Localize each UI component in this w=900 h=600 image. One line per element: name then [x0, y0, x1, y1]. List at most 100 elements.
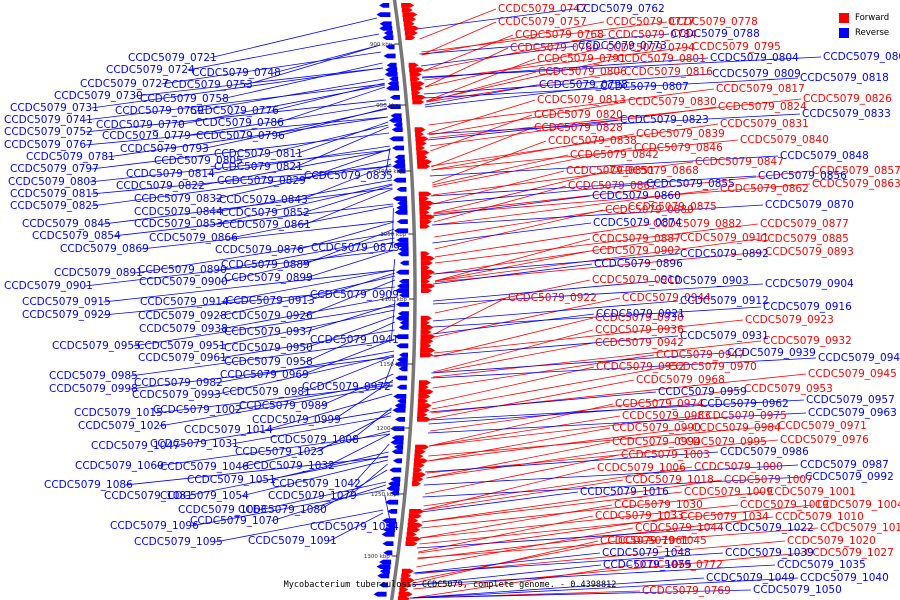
- gene-label: CCDC5079_0910: [592, 274, 681, 286]
- forward-gene-arrow: [420, 274, 432, 280]
- leader-line: [172, 409, 392, 447]
- forward-gene-arrow: [418, 196, 429, 201]
- leader-line: [413, 552, 724, 574]
- leader-line: [432, 161, 694, 196]
- gene-label: CCDC5079_0880: [605, 204, 694, 216]
- leader-line: [426, 58, 536, 102]
- leader-line: [427, 119, 619, 141]
- gene-label: CCDC5079_0861: [222, 219, 311, 231]
- reverse-gene-arrow: [391, 449, 403, 454]
- reverse-gene-arrow: [396, 343, 409, 349]
- forward-gene-arrow: [412, 476, 424, 482]
- reverse-gene-arrow: [394, 210, 408, 215]
- gene-label: CCDC5079_0868: [610, 165, 699, 177]
- gene-label: CCDC5079_1050: [753, 584, 842, 596]
- leader-line: [85, 99, 387, 133]
- forward-gene-arrow: [410, 81, 425, 86]
- gene-label: CCDC5079_0938: [139, 323, 228, 335]
- gene-label: CCDC5079_1004: [815, 499, 900, 511]
- reverse-gene-arrow: [396, 237, 409, 243]
- gene-label: CCDC5079_1026: [78, 420, 167, 432]
- gene-label: CCDC5079_1014: [184, 424, 273, 436]
- gene-label: CCDC5079_0892: [680, 248, 769, 260]
- gene-label: CCDC5079_1010: [775, 511, 864, 523]
- gene-label: CCDC5079_0752: [4, 126, 93, 138]
- leader-line: [241, 459, 389, 497]
- leader-line: [303, 355, 395, 393]
- leader-line: [305, 279, 396, 317]
- reverse-gene-arrow: [386, 486, 400, 491]
- leader-line: [430, 175, 757, 197]
- leader-line: [428, 403, 699, 425]
- gene-label: CCDC5079_0753: [164, 79, 253, 91]
- gene-label: CCDC5079_0862: [720, 183, 809, 195]
- leader-line: [429, 98, 802, 139]
- kbp-tick-label: 1300 kbp: [364, 554, 390, 560]
- gene-label: CCDC5079_0957: [806, 394, 895, 406]
- gene-label: CCDC5079_0985: [49, 370, 138, 382]
- forward-gene-arrow: [415, 136, 429, 142]
- forward-gene-arrow: [401, 3, 415, 8]
- leader-line: [85, 116, 388, 146]
- reverse-gene-arrow: [382, 541, 394, 546]
- leader-line: [423, 34, 607, 72]
- gene-label: CCDC5079_0779: [102, 130, 191, 142]
- gene-label: CCDC5079_0987: [800, 459, 889, 471]
- reverse-gene-arrow: [390, 440, 404, 445]
- leader-line: [130, 339, 395, 377]
- leader-line: [421, 21, 668, 53]
- reverse-gene-arrow: [376, 564, 391, 569]
- forward-gene-arrow: [397, 596, 410, 600]
- leader-line: [305, 315, 395, 349]
- gene-label: CCDC5079_0887: [592, 233, 681, 245]
- leader-line: [423, 464, 799, 486]
- gene-label: CCDC5079_0820: [534, 109, 623, 121]
- gene-label: CCDC5079_1060: [75, 460, 164, 472]
- gene-label: CCDC5079_0772: [634, 559, 723, 571]
- gene-label: CCDC5079_1049: [706, 572, 795, 584]
- gene-label: CCDC5079_0815: [10, 188, 99, 200]
- gene-label: CCDC5079_0971: [778, 420, 867, 432]
- leader-line: [391, 207, 394, 249]
- gene-label: CCDC5079_0854: [32, 230, 121, 242]
- leader-line: [103, 286, 396, 316]
- leader-line: [431, 133, 635, 171]
- gene-label: CCDC5079_1016: [580, 486, 669, 498]
- reverse-gene-arrow: [383, 53, 396, 59]
- leader-line: [431, 366, 667, 410]
- gene-label: CCDC5079_1015: [74, 407, 163, 419]
- leader-line: [219, 275, 396, 317]
- gene-label: CCDC5079_1055: [603, 559, 692, 571]
- leader-line: [424, 47, 605, 88]
- reverse-gene-arrow: [398, 292, 409, 298]
- gene-label: CCDC5079_0958: [224, 356, 313, 368]
- leader-line: [434, 223, 759, 264]
- leader-line: [302, 184, 393, 214]
- reverse-gene-arrow: [383, 550, 393, 556]
- reverse-gene-arrow: [394, 228, 409, 234]
- gene-label: CCDC5079_1081: [104, 490, 193, 502]
- leader-line: [421, 479, 723, 523]
- gene-label: CCDC5079_0826: [803, 93, 892, 105]
- leader-line: [316, 411, 392, 453]
- leader-line: [433, 319, 744, 354]
- reverse-gene-arrow: [399, 260, 409, 266]
- leader-line: [259, 481, 387, 511]
- reverse-gene-arrow: [392, 164, 406, 169]
- forward-gene-arrow: [406, 536, 422, 542]
- gene-label: CCDC5079_0929: [22, 309, 111, 321]
- forward-gene-arrow: [418, 394, 431, 399]
- reverse-gene-arrow: [389, 95, 400, 100]
- leader-line: [298, 148, 391, 182]
- leader-line: [431, 366, 595, 404]
- leader-line: [429, 391, 657, 413]
- reverse-gene-arrow: [382, 35, 394, 40]
- forward-gene-arrow: [399, 587, 409, 592]
- gene-label: CCDC5079_1084: [310, 521, 399, 533]
- leader-line: [422, 476, 804, 498]
- leader-line: [409, 577, 799, 599]
- leader-line: [421, 491, 766, 529]
- gene-label: CCDC5079_1008: [270, 434, 359, 446]
- gene-label: CCDC5079_0844: [134, 206, 223, 218]
- gene-label: CCDC5079_0848: [780, 150, 869, 162]
